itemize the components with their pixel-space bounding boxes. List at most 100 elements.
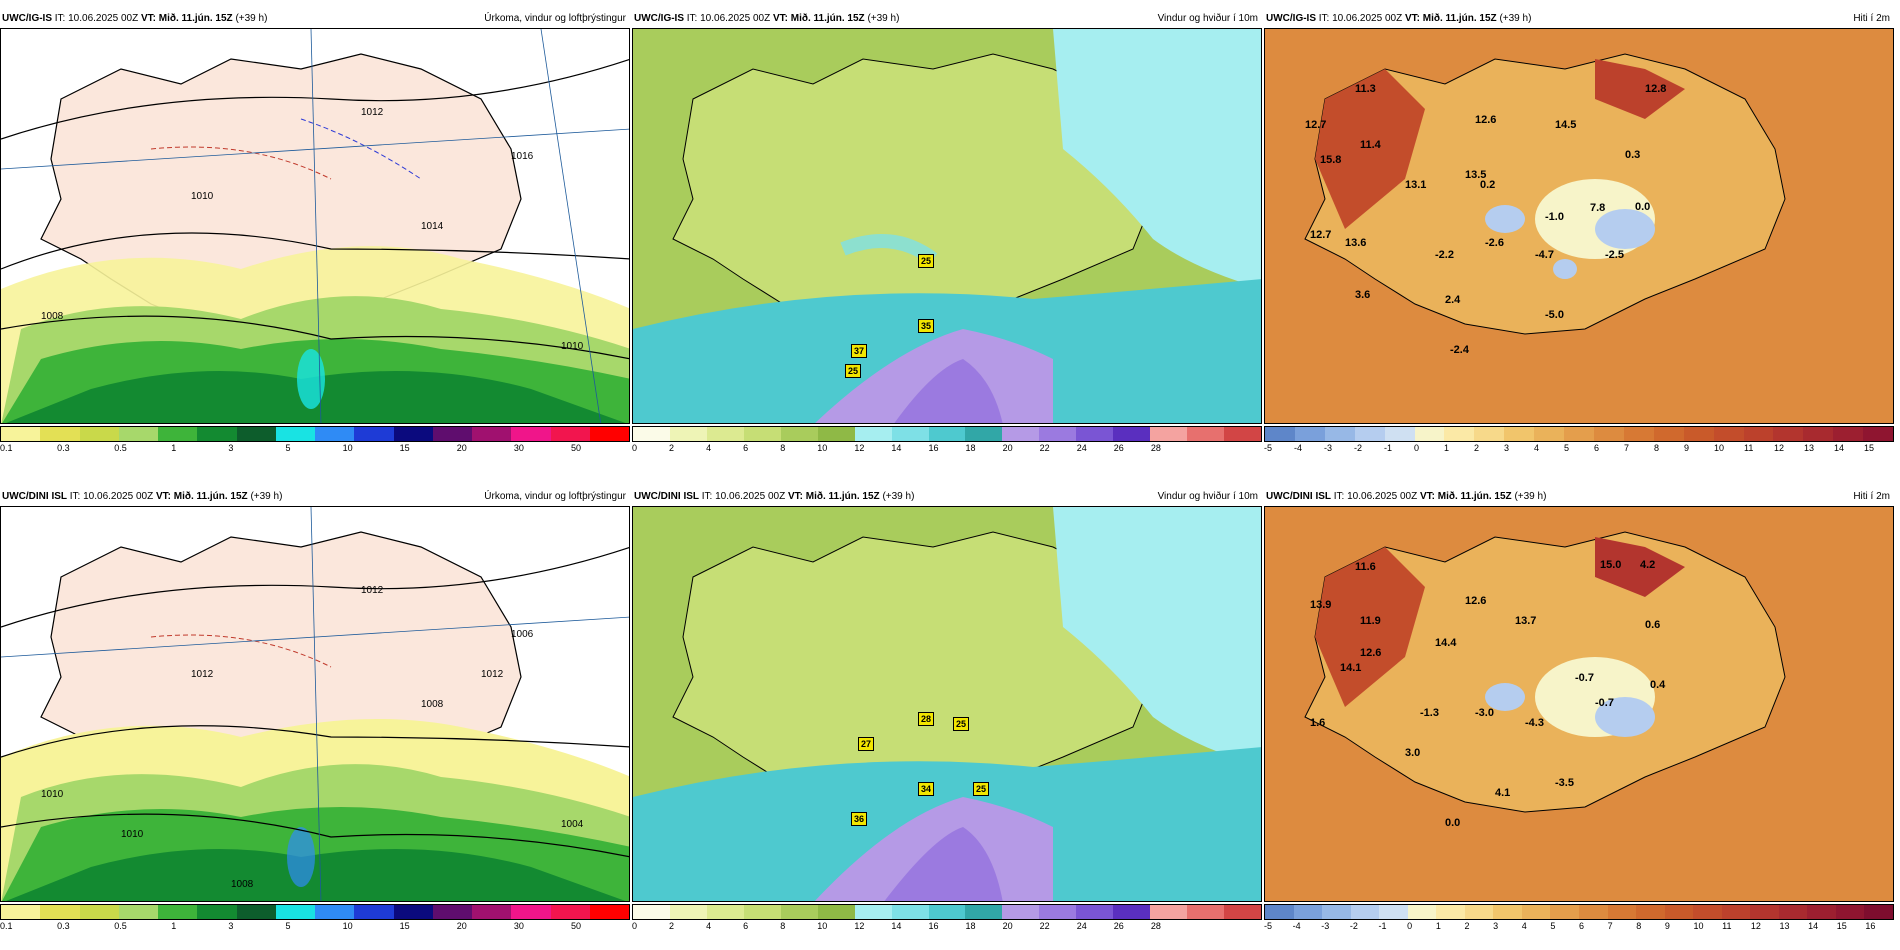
isobar-label: 1012 — [361, 107, 384, 118]
colorbar-swatch — [1835, 905, 1865, 919]
colorbar-swatch — [393, 427, 433, 441]
gust-value: 25 — [953, 717, 970, 731]
temperature-value: 13.5 — [1465, 169, 1487, 181]
colorbar-swatch — [79, 905, 119, 919]
colorbar-tick-label: 12 — [1750, 921, 1761, 931]
temperature-value: 12.7 — [1305, 119, 1327, 131]
colorbar-tick-label: -5 — [1264, 443, 1273, 453]
colorbar-swatch — [1, 905, 41, 919]
temperature-value: 1.6 — [1310, 717, 1326, 729]
temperature-value: 0.0 — [1445, 817, 1461, 829]
colorbar-swatch — [633, 905, 670, 919]
colorbar-tick-label: -3 — [1321, 921, 1330, 931]
temperature-value: 12.6 — [1465, 595, 1487, 607]
colorbar-tick-label: 5 — [1550, 921, 1556, 931]
colorbar-swatch — [1653, 427, 1684, 441]
colorbar-swatch — [1550, 905, 1580, 919]
colorbar-swatch — [511, 427, 551, 441]
colorbar-swatch — [432, 427, 472, 441]
colorbar-tick-label: 12 — [854, 921, 865, 931]
colorbar-tick-label: 10 — [817, 443, 828, 453]
panel-header: UWC/IG-IS IT: 10.06.2025 00Z VT: Mið. 11… — [2, 12, 626, 26]
panel-temp-igis: UWC/IG-IS IT: 10.06.2025 00Z VT: Mið. 11… — [1264, 10, 1894, 465]
colorbar-swatch — [928, 427, 966, 441]
colorbar-tick-label: 6 — [1579, 921, 1585, 931]
isobar-label: 1012 — [191, 669, 214, 680]
colorbar-swatch — [1224, 905, 1261, 919]
panel-header: UWC/IG-IS IT: 10.06.2025 00Z VT: Mið. 11… — [634, 12, 1258, 26]
colorbar-swatch — [1113, 427, 1151, 441]
colorbar-tick-label: 30 — [513, 443, 524, 453]
isobar-label: 1014 — [421, 221, 444, 232]
wind-map[interactable]: 28 25 27 25 34 36 — [632, 506, 1262, 902]
gust-value: 25 — [918, 254, 935, 268]
panel-temp-dini: UWC/DINI ISL IT: 10.06.2025 00Z VT: Mið.… — [1264, 488, 1894, 943]
colorbar-tick-label: 28 — [1150, 921, 1161, 931]
colorbar-swatch — [1693, 905, 1722, 919]
colorbar-tick-label: 0.1 — [0, 443, 13, 453]
colorbar-swatch — [1664, 905, 1694, 919]
temperature-value: 12.7 — [1310, 229, 1332, 241]
precip-map[interactable]: 1012 1012 1010 1008 1006 1004 1012 1010 1008 — [0, 506, 630, 902]
colorbar-swatch — [1743, 427, 1774, 441]
temperature-value: -2.4 — [1450, 344, 1469, 356]
gust-value: 37 — [851, 344, 868, 358]
colorbar-swatch — [706, 905, 744, 919]
colorbar-tick-label: -4 — [1294, 443, 1303, 453]
temp-map[interactable]: 11.6 15.0 4.2 13.9 11.9 12.6 13.7 0.6 12.6 14.4 -0… — [1264, 506, 1894, 902]
temperature-value: 7.8 — [1590, 202, 1606, 214]
colorbar-swatch — [1150, 905, 1188, 919]
colorbar-swatch — [197, 905, 237, 919]
colorbar-swatch — [817, 905, 855, 919]
gust-value: 35 — [918, 319, 935, 333]
wind-map[interactable]: 25 35 37 25 — [632, 28, 1262, 424]
colorbar — [632, 426, 1262, 442]
model-name: UWC/DINI ISL — [2, 491, 67, 502]
temp-map[interactable]: 11.3 12.8 12.7 11.4 12.6 14.5 0.3 15.8 13.5 13.1 0… — [1264, 28, 1894, 424]
lead-time: (+39 h) — [235, 13, 268, 24]
colorbar-tick-label: 24 — [1076, 443, 1087, 453]
valid-time: VT: Mið. 11.jún. 15Z — [772, 13, 865, 24]
colorbar-tick-label: 0.1 — [0, 921, 13, 931]
colorbar-tick-label: -2 — [1349, 921, 1358, 931]
model-name: UWC/DINI ISL — [1266, 491, 1331, 502]
colorbar-swatch — [891, 905, 929, 919]
panel-wind-dini: UWC/DINI ISL IT: 10.06.2025 00Z VT: Mið.… — [632, 488, 1262, 943]
colorbar-swatch — [1579, 905, 1608, 919]
lead-time: (+39 h) — [250, 491, 283, 502]
colorbar-tick-label: 14 — [1808, 921, 1819, 931]
colorbar-tick-label: 0.3 — [57, 443, 70, 453]
colorbar-swatch — [79, 427, 119, 441]
gust-value: 27 — [858, 737, 875, 751]
colorbar-tick-label: 26 — [1113, 921, 1124, 931]
panel-title: Vindur og hviður í 10m — [1157, 491, 1258, 502]
precip-map[interactable]: 1012 1010 1008 1014 1016 1010 — [0, 28, 630, 424]
colorbar — [0, 904, 630, 920]
colorbar-tick-label: 10 — [1693, 921, 1704, 931]
colorbar-tick-label: 50 — [570, 443, 581, 453]
colorbar-tick-label: 50 — [570, 921, 581, 931]
colorbar-swatch — [1324, 427, 1355, 441]
colorbar-tick-label: 4 — [706, 921, 712, 931]
colorbar-tick-label: 9 — [1664, 921, 1670, 931]
temperature-value: 13.1 — [1405, 179, 1427, 191]
colorbar-tick-label: 0 — [632, 921, 638, 931]
colorbar-tick-label: 14 — [891, 921, 902, 931]
gust-value: 25 — [845, 364, 862, 378]
colorbar-tick-label: 1 — [171, 921, 177, 931]
colorbar-tick-label: 0 — [1407, 921, 1413, 931]
colorbar-tick-label: 0.5 — [114, 443, 127, 453]
colorbar-tick-label: 22 — [1039, 443, 1050, 453]
init-time: IT: 10.06.2025 00Z — [1333, 491, 1418, 502]
colorbar-tick-label: 16 — [928, 443, 939, 453]
colorbar-swatch — [1150, 427, 1188, 441]
model-name: UWC/IG-IS — [1266, 13, 1316, 24]
colorbar-swatch — [197, 427, 237, 441]
colorbar-tick-label: 2 — [1464, 921, 1470, 931]
model-name: UWC/DINI ISL — [634, 491, 699, 502]
colorbar-swatch — [40, 905, 80, 919]
colorbar-tick-label: -1 — [1378, 921, 1387, 931]
colorbar-swatch — [315, 427, 355, 441]
colorbar-swatch — [1294, 427, 1325, 441]
colorbar-tick-label: 3 — [1493, 921, 1499, 931]
